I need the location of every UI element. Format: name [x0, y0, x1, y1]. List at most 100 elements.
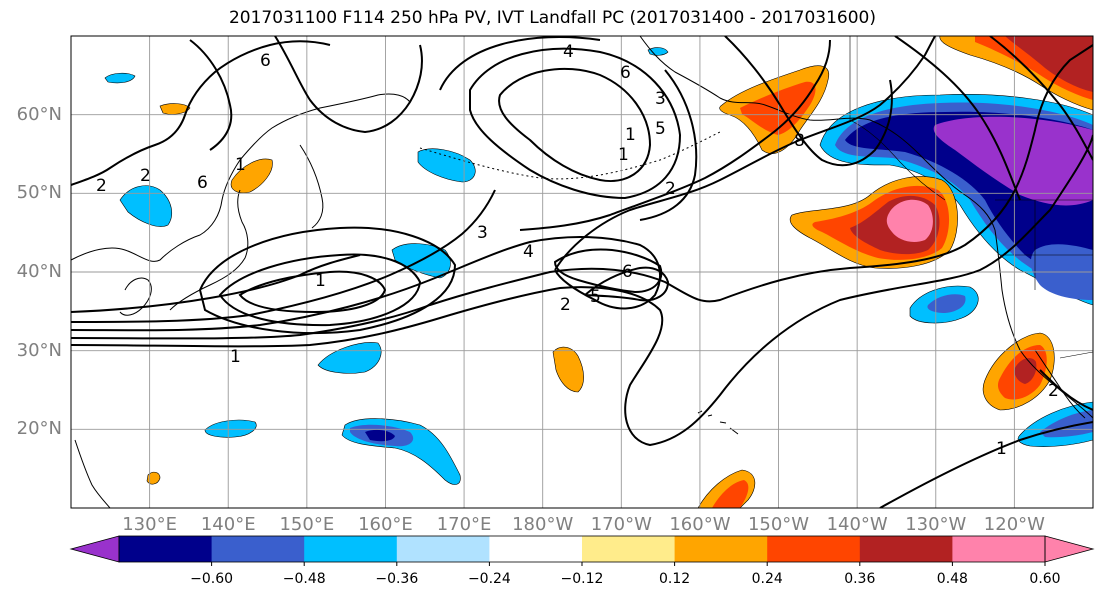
contour-label: 6 — [622, 262, 633, 282]
longitude-label: 160°E — [358, 514, 413, 535]
colorbar-tick-label: 0.36 — [844, 571, 876, 587]
positive-region-canada-north-firebrick — [1005, 36, 1093, 92]
contour-label-group: 6 2 2 6 1 4 6 5 2 1 3 4 2 6 5 1 1 8 2 1 … — [96, 42, 1059, 459]
pv-contour-1-east — [879, 421, 1093, 508]
colorbar-tick-label: −0.60 — [190, 571, 234, 587]
negative-region-japan-north — [119, 185, 173, 227]
border-us-states — [1000, 200, 1093, 290]
border-canada-alaska — [849, 36, 946, 201]
contour-label: 5 — [655, 119, 666, 139]
coastline-baja — [1034, 349, 1086, 419]
contour-label: 2 — [665, 179, 676, 199]
contour-label: 1 — [618, 145, 629, 165]
pv-contour-low-3 — [439, 36, 698, 221]
colorbar-bin — [952, 536, 1046, 562]
longitude-label: 160°W — [669, 514, 731, 535]
pv-contour-low-2 — [469, 47, 682, 200]
colorbar-tick-label: −0.36 — [375, 571, 419, 587]
pv-contour-8 — [724, 36, 893, 167]
contour-label: 2 — [1048, 381, 1059, 401]
latitude-label: 20°N — [16, 418, 62, 440]
colorbar-bin — [859, 536, 953, 562]
pv-contour-1-south — [71, 134, 1093, 447]
pv-contour-5 — [71, 254, 670, 313]
coastline-asia — [71, 93, 411, 262]
coastline-korea — [119, 277, 152, 316]
colorbar-tick-label: −0.48 — [282, 571, 326, 587]
negative-region-north-central — [417, 148, 476, 183]
longitude-label: 120°W — [983, 514, 1045, 535]
coastline-kamchatka — [299, 144, 324, 229]
coastlines — [71, 36, 1093, 508]
coastline-north-america-west — [994, 229, 1093, 419]
pv-contour-6 — [553, 248, 663, 294]
colorbar-bin — [767, 536, 861, 562]
positive-region-south-160w-red — [712, 480, 749, 508]
negative-region-subtropical-west-navy — [365, 429, 395, 442]
contour-label: 6 — [197, 173, 208, 193]
longitude-label: 150°W — [747, 514, 810, 535]
negative-region-bering-small — [647, 47, 669, 56]
pv-contour-ring-2 — [218, 253, 422, 327]
contour-label: 5 — [590, 287, 601, 307]
map-frame — [70, 35, 1094, 509]
positive-region-alaska-red — [740, 81, 816, 135]
colorbar-tick-label: −0.12 — [560, 571, 604, 587]
ivt-shading — [104, 36, 1093, 508]
pv-contour-low-1 — [498, 67, 652, 183]
pv-contours — [71, 36, 1093, 508]
negative-region-east-35n-royal — [927, 294, 966, 313]
colorbar-bin — [489, 536, 583, 562]
contour-label: 1 — [996, 439, 1007, 459]
pv-contour-east-2 — [989, 36, 1093, 161]
longitude-label: 140°W — [826, 514, 888, 535]
pv-contour-ring-3 — [198, 226, 457, 335]
longitude-label: 140°E — [200, 514, 256, 535]
border-us-mexico — [1059, 351, 1093, 359]
colorbar-tick-label: 0.48 — [936, 571, 968, 587]
contour-label: 1 — [625, 125, 636, 145]
political-borders — [849, 36, 1093, 359]
positive-region-okhotsk — [230, 158, 273, 194]
latitude-label: 50°N — [16, 182, 62, 204]
longitude-label: 130°E — [122, 514, 177, 535]
coastline-japan — [169, 189, 249, 311]
colorbar-bin — [304, 536, 398, 562]
contour-label: 1 — [230, 347, 241, 367]
latitude-label: 60°N — [16, 103, 62, 125]
pv-contour-ring-1 — [238, 270, 387, 314]
gridlines — [71, 36, 1093, 508]
contour-label: 6 — [620, 63, 631, 83]
longitude-label: 150°E — [279, 514, 335, 535]
colorbar-tick-label: 0.60 — [1029, 571, 1061, 587]
longitude-label: 130°W — [905, 514, 967, 535]
latitude-label: 30°N — [16, 339, 62, 361]
contour-label: 2 — [560, 295, 571, 315]
colorbar-bin — [396, 536, 490, 562]
plot-title: 2017031100 F114 250 hPa PV, IVT Landfall… — [228, 8, 876, 28]
pv-contour-baja — [1039, 369, 1093, 411]
colorbar-bin — [582, 536, 676, 562]
contour-label: 2 — [140, 166, 151, 186]
colorbar-extend-low — [69, 535, 120, 563]
positive-region-california-firebrick — [1014, 358, 1037, 384]
coastline-alaska — [639, 36, 996, 231]
pv-contour-3 — [71, 36, 936, 332]
pv-contour-north — [189, 36, 423, 151]
positive-region-subtropical-180 — [552, 346, 584, 393]
contour-label: 4 — [563, 42, 574, 62]
pv-contour-4 — [71, 39, 831, 323]
contour-label: 8 — [794, 131, 805, 151]
negative-region-siberia-small — [104, 72, 136, 84]
longitude-label: 180°W — [512, 514, 574, 535]
positive-region-northeast-pacific-pink — [886, 199, 933, 243]
contour-label: 6 — [260, 51, 271, 71]
latitude-label: 40°N — [16, 261, 62, 282]
longitude-label: 170°W — [590, 514, 652, 535]
coastline-philippines — [74, 439, 111, 508]
coastline-aleutians — [419, 131, 721, 180]
longitude-label: 170°E — [436, 514, 492, 535]
contour-label: 3 — [655, 89, 666, 109]
